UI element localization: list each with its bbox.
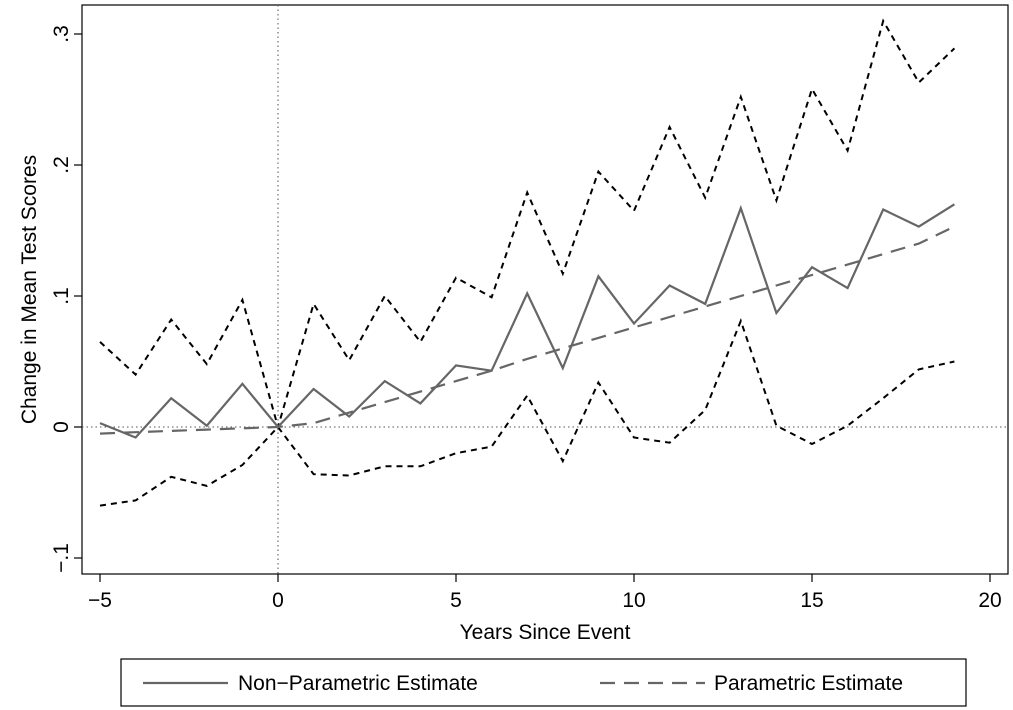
- y-tick-label: 0: [50, 421, 73, 433]
- legend-label-parametric: Parametric Estimate: [714, 672, 903, 695]
- legend-label-non-parametric: Non−Parametric Estimate: [238, 672, 478, 695]
- x-tick-label: 15: [800, 589, 823, 612]
- x-tick-label: 10: [622, 589, 645, 612]
- x-axis-title: Years Since Event: [460, 621, 631, 644]
- legend: Non−Parametric Estimate Parametric Estim…: [120, 658, 967, 707]
- series-parametric-estimate: [99, 225, 955, 435]
- x-tick-label: 0: [272, 589, 284, 612]
- plot-layer: [81, 4, 1009, 575]
- y-tick-label: .1: [50, 287, 73, 305]
- series-non-parametric-estimate: [99, 203, 955, 439]
- x-tick-label: 5: [450, 589, 462, 612]
- y-tick-label: .3: [50, 25, 73, 43]
- y-axis-title: Change in Mean Test Scores: [18, 155, 41, 424]
- legend-box: [120, 658, 967, 707]
- plot-frame: [81, 4, 1009, 575]
- series-lower-bound: [99, 318, 955, 507]
- x-tick-label: −5: [88, 589, 112, 612]
- y-tick-label: .2: [50, 156, 73, 174]
- axis-layer: −5 0 5 10 15 20 −.1 0 .1 .2 .3: [50, 25, 1002, 612]
- y-tick-label: −.1: [50, 543, 73, 573]
- x-tick-label: 20: [978, 589, 1001, 612]
- series-upper-bound: [99, 18, 956, 431]
